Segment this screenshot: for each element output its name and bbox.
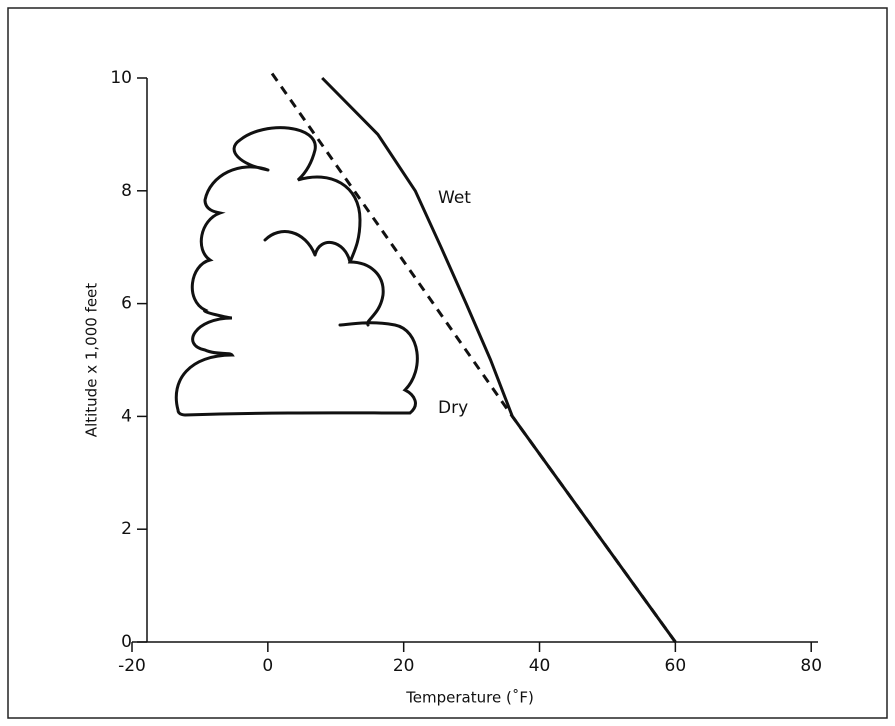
y-tick-label: 6 [121,294,132,314]
y-tick-label: 0 [121,632,132,652]
cloud [174,126,419,417]
line [321,76,677,643]
series-label: Dry [438,398,468,418]
x-tick-label: 0 [262,656,273,676]
x-tick-label: 20 [393,656,415,676]
x-tick-label: 40 [529,656,551,676]
x-tick-label: 60 [665,656,687,676]
x-tick-label: 80 [800,656,822,676]
y-tick-label: 10 [110,68,132,88]
y-axis-label: Altitude x 1,000 feet [83,283,101,437]
y-tick-label: 2 [121,519,132,539]
y-tick-label: 8 [121,181,132,201]
y-tick-label: 4 [121,406,132,426]
frame [7,7,888,719]
x-tick-label: -20 [118,656,146,676]
series-label: Wet [438,188,471,208]
x-axis-label: Temperature (˚F) [405,689,534,707]
